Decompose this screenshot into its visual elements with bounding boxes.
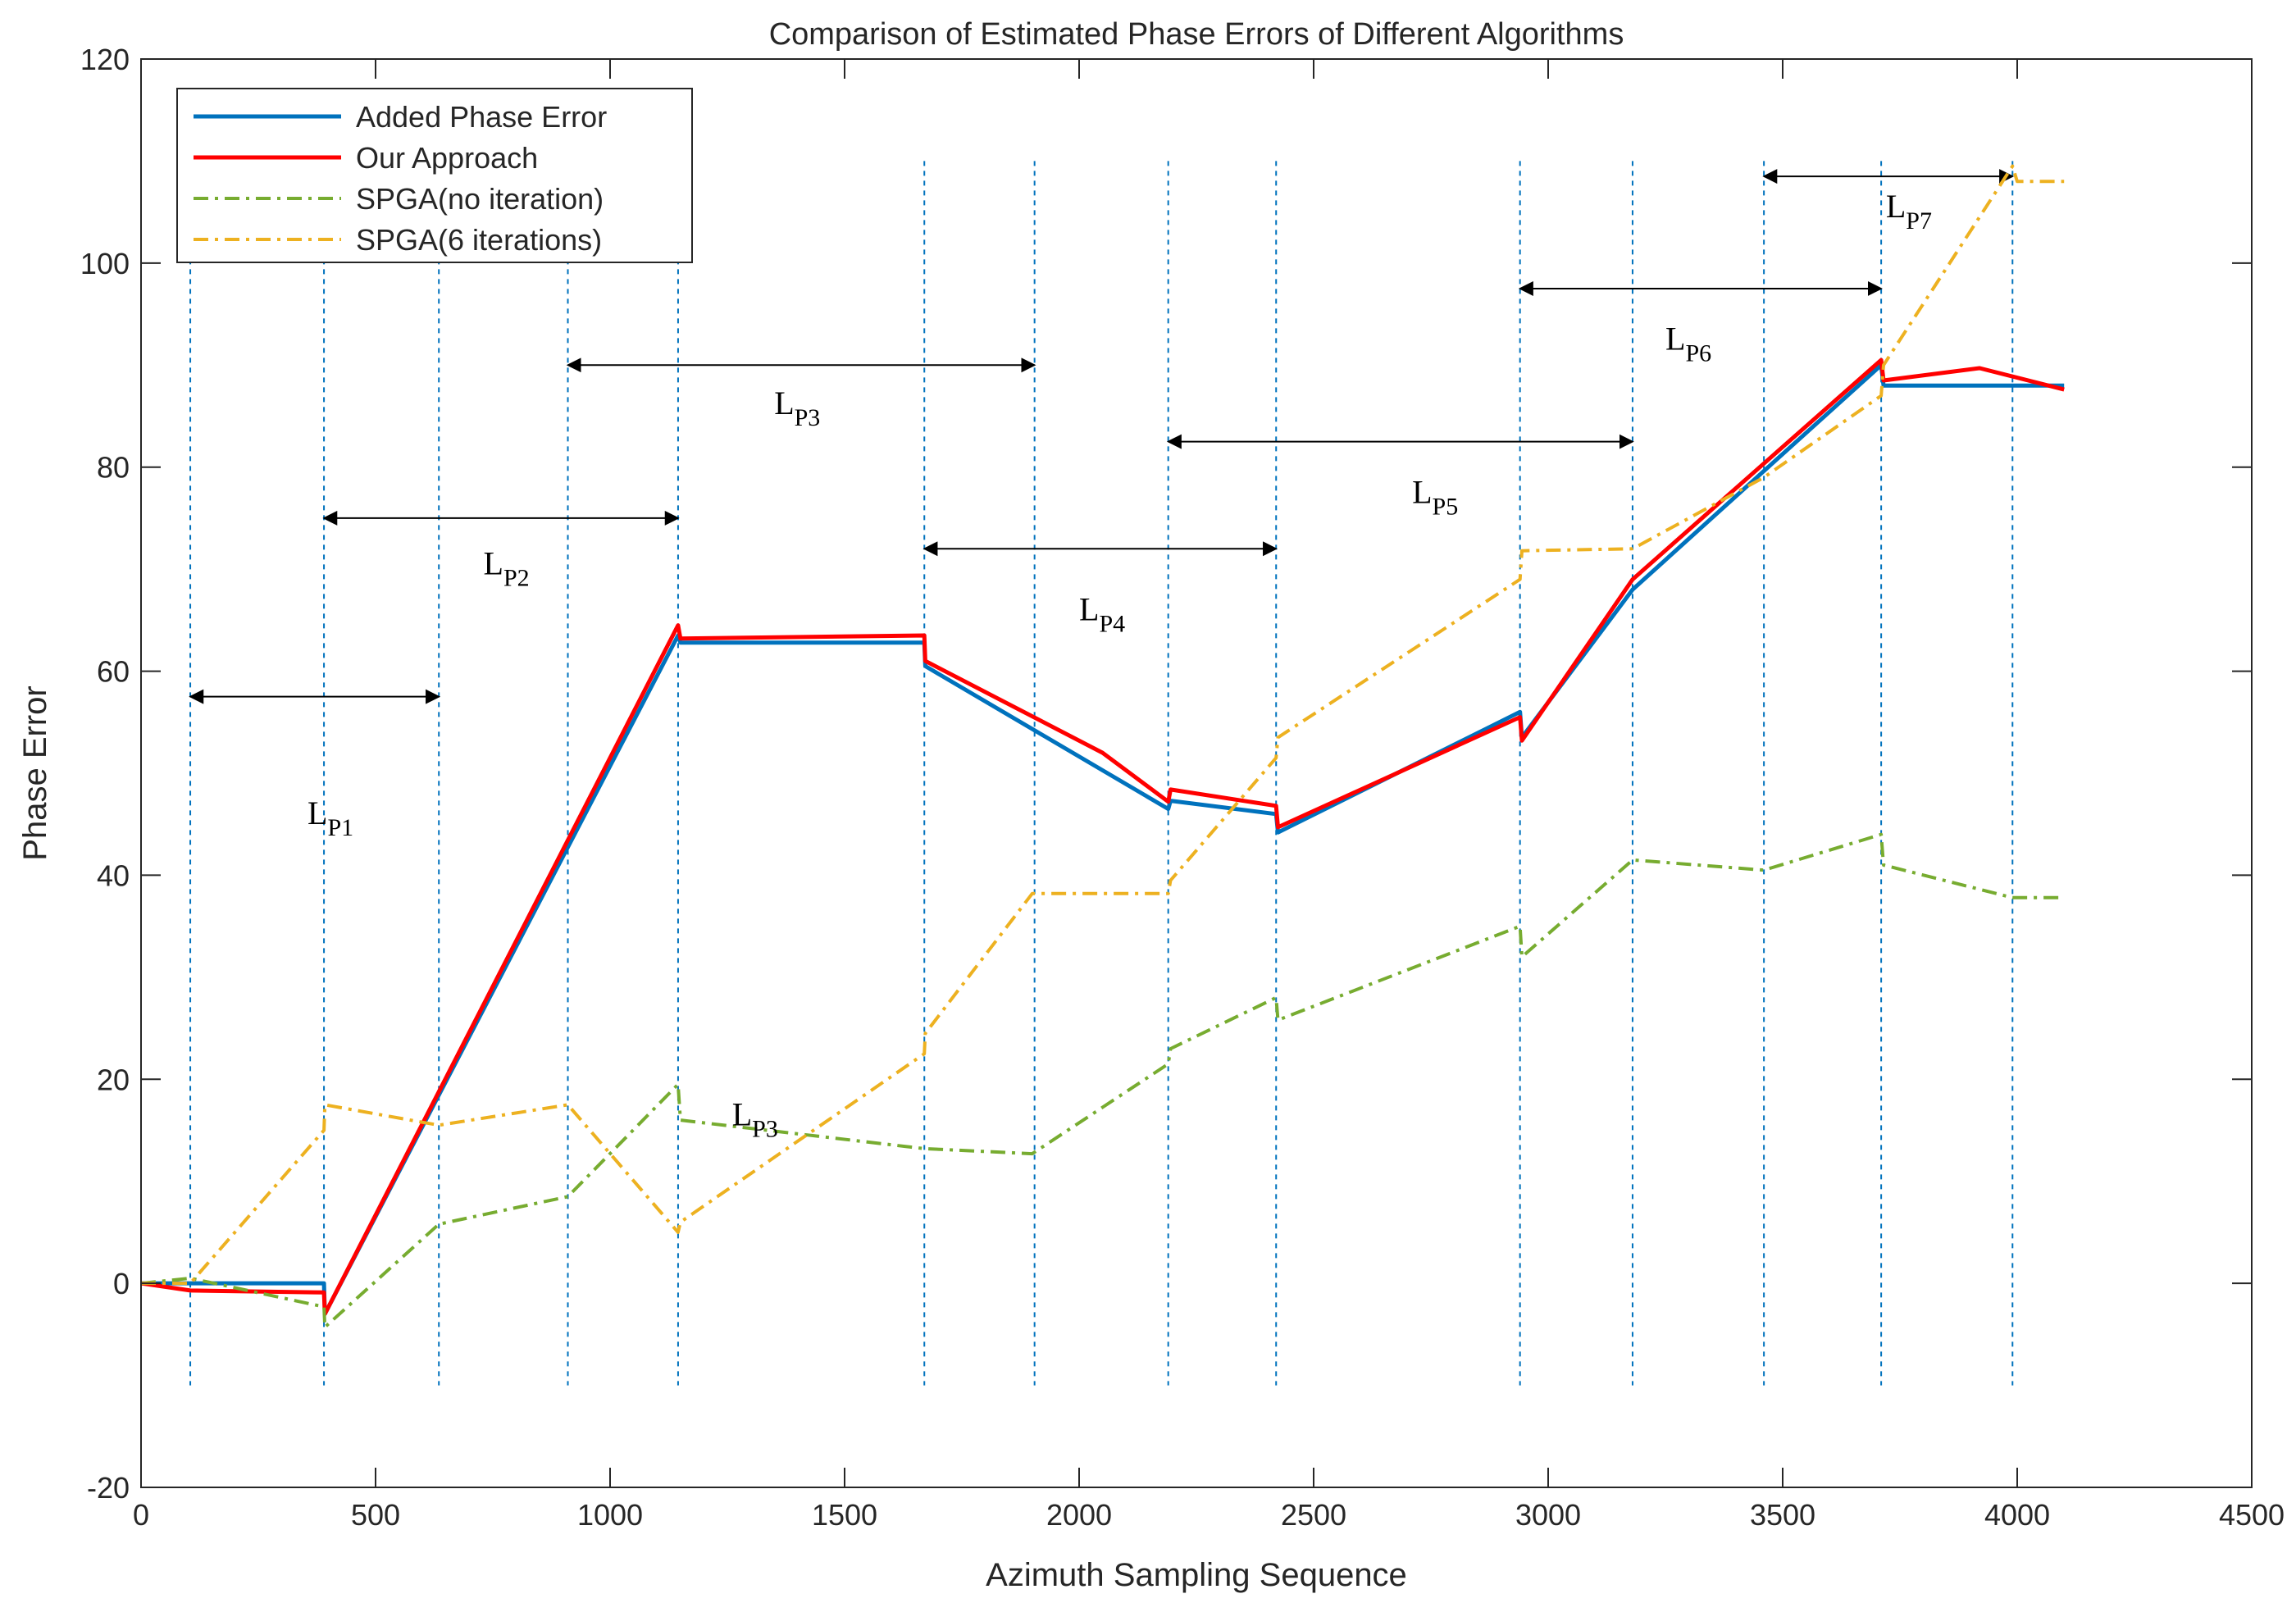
interval-label-5: LP5 xyxy=(1412,473,1458,520)
series-line-3 xyxy=(141,832,2065,1329)
y-axis-label: Phase Error xyxy=(17,685,53,860)
x-tick-label-5: 2000 xyxy=(1046,1498,1112,1532)
interval-arrows xyxy=(189,169,2015,704)
interval-label-8: LP3 xyxy=(732,1095,778,1142)
y-tick-label-3: 20 xyxy=(97,1063,130,1096)
interval-label-6: LP6 xyxy=(1665,321,1711,367)
x-tick-label-2: 500 xyxy=(351,1498,400,1532)
legend-label-3: SPGA(no iteration) xyxy=(356,182,604,216)
x-tick-label-4: 1500 xyxy=(812,1498,877,1532)
y-tick-label-4: 40 xyxy=(97,858,130,892)
legend-label-4: SPGA(6 iterations) xyxy=(356,223,602,257)
y-tick-label-7: 100 xyxy=(80,247,130,280)
axis-ticks: 0 500 1000 1500 2000 2500 3000 3500 4000 4500-200… xyxy=(80,43,2285,1532)
legend-label-1: Added Phase Error xyxy=(356,100,607,134)
y-tick-label-6: 80 xyxy=(97,451,130,485)
x-tick-label-8: 3500 xyxy=(1750,1498,1815,1532)
interval-label-2: LP2 xyxy=(484,544,530,591)
series-line-2 xyxy=(141,357,2065,1316)
interval-label-4: LP4 xyxy=(1079,590,1125,637)
interval-labels: LP1 LP2 LP3 LP4 LP5 LP6 LP7 LP3 xyxy=(308,188,1932,1142)
interval-label-1: LP1 xyxy=(308,795,353,841)
series-line-4 xyxy=(141,164,2065,1286)
x-axis-label: Azimuth Sampling Sequence xyxy=(986,1557,1407,1593)
x-tick-label-7: 3000 xyxy=(1515,1498,1581,1532)
y-tick-label-5: 60 xyxy=(97,655,130,689)
series-lines xyxy=(141,164,2065,1329)
plot-frame xyxy=(140,58,2253,1488)
chart-title: Comparison of Estimated Phase Errors of … xyxy=(769,17,1624,52)
x-tick-label-6: 2500 xyxy=(1281,1498,1346,1532)
x-tick-label-3: 1000 xyxy=(577,1498,643,1532)
y-tick-label-1: -20 xyxy=(87,1471,130,1505)
x-tick-label-10: 4500 xyxy=(2219,1498,2285,1532)
y-tick-label-2: 0 xyxy=(113,1267,130,1300)
interval-label-3: LP3 xyxy=(774,385,820,431)
vertical-dashed-lines xyxy=(189,161,2014,1386)
x-tick-label-1: 0 xyxy=(133,1498,149,1532)
y-tick-label-8: 120 xyxy=(80,43,130,76)
interval-label-7: LP7 xyxy=(1886,188,1932,235)
x-tick-label-9: 4000 xyxy=(1984,1498,2050,1532)
legend: Added Phase Error Our Approach SPGA(no ite… xyxy=(176,88,693,263)
legend-label-2: Our Approach xyxy=(356,141,538,175)
